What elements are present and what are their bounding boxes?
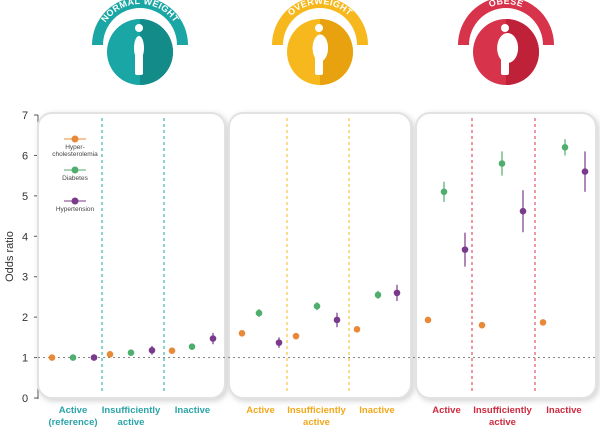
- panel-3: [415, 112, 597, 399]
- person-legs: [135, 55, 143, 75]
- data-point: [127, 349, 135, 357]
- y-tick-label: 4: [22, 231, 28, 243]
- data-point: [106, 351, 114, 358]
- data-point: [353, 325, 361, 333]
- category-label: active: [118, 417, 145, 428]
- legend-label: Diabetes: [62, 175, 88, 182]
- data-point: [292, 332, 300, 340]
- group-badge-3: OBESE: [458, 0, 554, 85]
- y-tick-label: 3: [22, 272, 28, 284]
- person-overweight-icon: [312, 24, 329, 75]
- data-point: [581, 168, 589, 175]
- category-label: Inactive: [546, 405, 581, 416]
- panel-2: [228, 112, 412, 399]
- group-badge-2: OVERWEIGHT: [272, 0, 368, 85]
- legend-item: Diabetes: [62, 166, 89, 182]
- category-label: Active: [246, 405, 275, 416]
- data-point: [461, 246, 469, 253]
- data-point: [209, 335, 217, 342]
- badge-arc: [92, 0, 188, 45]
- category-label: (reference): [48, 417, 97, 428]
- y-tick-label: 7: [22, 110, 28, 122]
- data-point: [313, 302, 321, 310]
- legend-label: Hypertension: [56, 206, 95, 213]
- data-point: [539, 319, 547, 326]
- data-point: [333, 316, 341, 324]
- group-badge-1: NORMAL WEIGHT: [92, 0, 188, 85]
- data-point: [561, 144, 569, 151]
- data-point: [48, 354, 56, 361]
- data-point: [424, 316, 432, 324]
- person-legs: [315, 55, 323, 75]
- person-head: [501, 24, 509, 32]
- person-normal-icon: [134, 24, 144, 75]
- person-obese-icon: [497, 24, 519, 75]
- data-point: [374, 291, 382, 299]
- y-tick-label: 0: [22, 393, 28, 405]
- legend-label: Hyper-: [65, 144, 85, 151]
- badge-shade: [140, 19, 173, 85]
- person-legs: [501, 55, 509, 75]
- person-head: [315, 24, 323, 32]
- panel-1: [37, 112, 226, 399]
- data-point: [255, 309, 263, 317]
- category-label: Insufficiently: [102, 405, 161, 416]
- data-point: [519, 207, 527, 215]
- data-point: [90, 354, 98, 361]
- person-body: [312, 34, 329, 62]
- legend-marker: [71, 135, 79, 143]
- y-tick-label: 2: [22, 312, 28, 324]
- data-point: [478, 321, 486, 329]
- category-label: Active: [432, 405, 461, 416]
- person-body: [134, 36, 144, 60]
- data-point: [498, 160, 506, 167]
- data-point: [168, 347, 176, 354]
- category-label: Inactive: [359, 405, 394, 416]
- y-tick-label: 5: [22, 191, 28, 203]
- data-point: [188, 343, 196, 350]
- category-label: Inactive: [175, 405, 210, 416]
- legend-label: cholesterolemia: [52, 151, 98, 158]
- category-label: active: [303, 417, 330, 428]
- category-label: Insufficiently: [473, 405, 532, 416]
- data-point: [148, 346, 156, 354]
- legend-marker: [71, 166, 79, 174]
- person-head: [135, 24, 143, 32]
- badge-arc: [272, 0, 368, 45]
- data-point: [440, 188, 448, 196]
- legend-item: Hypertension: [56, 197, 95, 213]
- category-label: active: [489, 417, 516, 428]
- legend-item: Hyper-cholesterolemia: [52, 135, 98, 158]
- group-title-path: OBESE: [487, 0, 524, 9]
- y-axis-label: Odds ratio: [4, 231, 16, 282]
- badge-shade: [506, 19, 539, 85]
- data-point: [238, 330, 246, 337]
- badge-shade: [320, 19, 353, 85]
- category-label: Insufficiently: [287, 405, 346, 416]
- y-tick-label: 6: [22, 150, 28, 162]
- data-point: [393, 289, 401, 297]
- badge-arc: [458, 0, 554, 45]
- y-tick-label: 1: [22, 353, 28, 365]
- data-point: [275, 339, 283, 346]
- category-label: Active: [59, 405, 88, 416]
- legend-marker: [71, 197, 79, 205]
- group-title: OBESE: [487, 0, 524, 9]
- data-point: [69, 354, 77, 361]
